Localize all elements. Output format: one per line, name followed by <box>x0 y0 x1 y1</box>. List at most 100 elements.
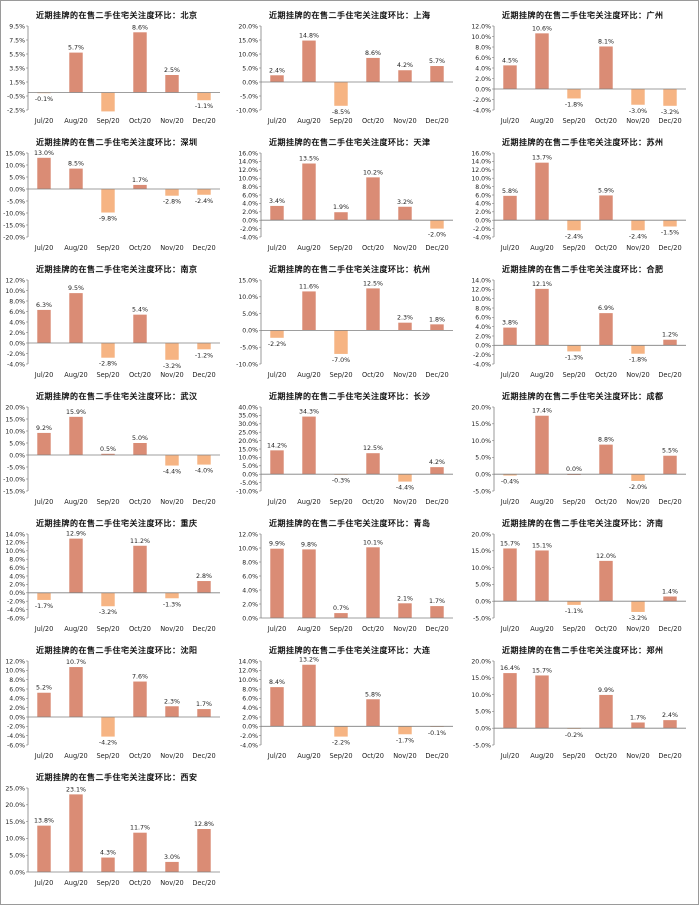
chart-panel: 近期挂牌的在售二手住宅关注度环比：北京 9.5% 7.5% 5.5% 3.5% 1.5% -… <box>0 4 233 132</box>
y-tick-label: 14.0% <box>238 658 258 665</box>
bar-aug-20 <box>535 33 549 89</box>
x-tick-label: Oct/20 <box>362 244 384 252</box>
bar-sep-20 <box>101 857 115 872</box>
data-label: 4.2% <box>429 459 445 466</box>
bar-dec-20 <box>663 455 677 475</box>
data-label: 13.7% <box>532 155 552 162</box>
data-label: 13.2% <box>299 657 319 664</box>
x-tick-label: Aug/20 <box>64 752 88 760</box>
x-tick-label: Dec/20 <box>425 117 448 125</box>
y-tick-label: 5.0% <box>242 65 258 72</box>
x-tick-label: Aug/20 <box>297 498 321 506</box>
y-tick-label: 2.0% <box>242 209 258 216</box>
y-tick-label: 8.0% <box>242 184 258 191</box>
bar-sep-20 <box>334 613 348 618</box>
bar-nov-20 <box>165 189 179 196</box>
y-tick-label: -4.0% <box>240 742 258 749</box>
bar-nov-20 <box>165 343 179 360</box>
data-label: 5.8% <box>365 691 381 698</box>
data-label: 8.1% <box>598 38 614 45</box>
x-tick-label: Oct/20 <box>595 625 617 633</box>
x-tick-label: Aug/20 <box>64 498 88 506</box>
y-tick-label: -20.0% <box>3 234 25 241</box>
x-tick-label: Aug/20 <box>530 498 554 506</box>
y-tick-label: 14.0% <box>471 277 491 284</box>
y-tick-label: 14.0% <box>238 159 258 166</box>
chart-panel: 近期挂牌的在售二手住宅关注度环比：大连 14.0% 12.0% 10.0% 8.0% 6.… <box>233 639 466 767</box>
x-tick-label: Oct/20 <box>362 498 384 506</box>
y-tick-label: 6.0% <box>475 192 491 199</box>
bar-dec-20 <box>197 189 211 195</box>
chart-panel: 近期挂牌的在售二手住宅关注度环比：南京 12.0% 10.0% 8.0% 6.0% 4.0… <box>0 258 233 386</box>
bar-oct-20 <box>133 545 147 593</box>
y-tick-label: -15.0% <box>3 222 25 229</box>
bar-dec-20 <box>197 828 211 872</box>
y-tick-label: -5.0% <box>473 488 491 495</box>
data-label: 8.4% <box>269 679 285 686</box>
y-tick-label: 0.0% <box>9 452 25 459</box>
bar-jul-20 <box>503 195 517 221</box>
x-tick-label: Aug/20 <box>530 625 554 633</box>
y-tick-label: 2.0% <box>475 76 491 83</box>
chart-title: 近期挂牌的在售二手住宅关注度环比：苏州 <box>502 138 664 147</box>
data-label: 8.6% <box>365 50 381 57</box>
bar-nov-20 <box>631 220 645 231</box>
x-tick-label: Oct/20 <box>595 752 617 760</box>
x-tick-label: Dec/20 <box>192 371 215 379</box>
x-tick-label: Nov/20 <box>626 117 649 125</box>
data-label: 12.5% <box>363 280 383 287</box>
x-tick-label: Dec/20 <box>658 752 681 760</box>
x-tick-label: Oct/20 <box>129 625 151 633</box>
x-tick-label: Dec/20 <box>192 244 215 252</box>
x-tick-label: Dec/20 <box>658 498 681 506</box>
bar-jul-20 <box>37 157 51 189</box>
y-tick-label: 0.0% <box>475 726 491 733</box>
bar-aug-20 <box>302 163 316 221</box>
bar-aug-20 <box>302 549 316 618</box>
x-tick-label: Aug/20 <box>64 371 88 379</box>
y-tick-label: 10.0% <box>5 162 25 169</box>
bar-oct-20 <box>599 195 613 221</box>
x-tick-label: Aug/20 <box>64 244 88 252</box>
bar-chart: 14.0% 12.0%10.0% 8.0%6.0%4.0% 2.0%0.0% -2.0%… <box>5 531 220 633</box>
bar-dec-20 <box>430 324 444 331</box>
y-tick-label: -2.0% <box>240 733 258 740</box>
data-label: -9.8% <box>99 216 117 223</box>
x-tick-label: Sep/20 <box>329 625 352 633</box>
data-label: -2.0% <box>629 484 647 491</box>
bar-aug-20 <box>535 675 549 729</box>
x-tick-label: Sep/20 <box>329 498 352 506</box>
bar-sep-20 <box>101 189 115 213</box>
x-tick-label: Aug/20 <box>297 371 321 379</box>
data-label: 4.5% <box>502 57 518 64</box>
x-tick-label: Oct/20 <box>595 117 617 125</box>
x-tick-label: Oct/20 <box>129 244 151 252</box>
y-tick-label: 8.0% <box>475 184 491 191</box>
chart-panel: 近期挂牌的在售二手住宅关注度环比：天津 16.0% 14.0% 12.0% 10.0% 8… <box>233 131 466 259</box>
x-tick-label: Dec/20 <box>658 371 681 379</box>
data-label: -4.4% <box>396 485 414 492</box>
x-tick-label: Jul/20 <box>34 625 54 633</box>
y-tick-label: 8.0% <box>242 559 258 566</box>
x-tick-label: Oct/20 <box>129 498 151 506</box>
y-tick-label: 20.0% <box>471 404 491 411</box>
bar-jul-20 <box>503 548 517 602</box>
x-tick-label: Aug/20 <box>64 117 88 125</box>
bar-oct-20 <box>366 57 380 82</box>
y-tick-label: -2.0% <box>240 226 258 233</box>
bar-oct-20 <box>366 177 380 221</box>
bar-chart: 15.0% 10.0% 5.0% 0.0% -5.0% -10.0% -2.2% 11.6% -… <box>236 277 453 379</box>
x-tick-label: Nov/20 <box>160 117 183 125</box>
x-tick-label: Oct/20 <box>362 371 384 379</box>
y-tick-label: -5.0% <box>240 93 258 100</box>
y-tick-label: -4.0% <box>240 234 258 241</box>
y-tick-label: -6.0% <box>7 615 25 622</box>
data-label: 1.7% <box>429 598 445 605</box>
y-tick-label: 0.0% <box>475 218 491 225</box>
y-tick-label: 4.0% <box>475 65 491 72</box>
data-label: 3.8% <box>502 320 518 327</box>
chart-title: 近期挂牌的在售二手住宅关注度环比：深圳 <box>36 138 198 147</box>
x-tick-label: Jul/20 <box>34 244 54 252</box>
bar-dec-20 <box>663 720 677 729</box>
y-tick-label: 10.0% <box>5 548 25 555</box>
